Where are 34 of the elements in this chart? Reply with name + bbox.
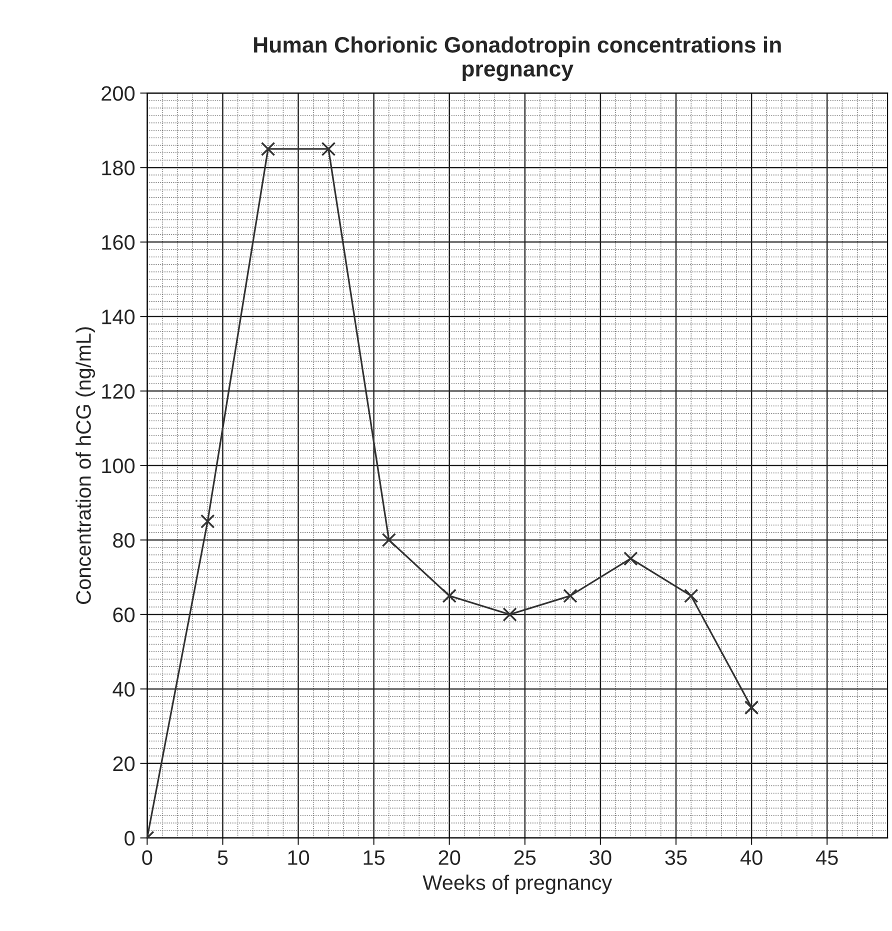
y-tick-label: 140 — [102, 310, 135, 324]
point — [321, 142, 336, 156]
point — [382, 532, 396, 548]
point — [684, 588, 698, 603]
y-tick-label: 20 — [113, 756, 135, 772]
point — [260, 142, 276, 156]
point — [442, 588, 457, 603]
chart-title: Human Chorionic Gonadotropin concentrations in pregnancy — [254, 36, 781, 82]
x-tick-label: 20 — [438, 850, 460, 866]
y-tick-label: 60 — [113, 607, 135, 622]
y-tick-label: 200 — [102, 86, 135, 101]
x-tick-label: 30 — [590, 850, 612, 866]
point — [744, 700, 759, 715]
y-tick-label: 40 — [112, 682, 135, 697]
x-tick-label: 5 — [218, 850, 228, 866]
x-tick-label: 0 — [142, 850, 152, 866]
x-axis-title: Weeks of pregnancy — [422, 874, 612, 894]
point — [563, 588, 578, 603]
x-tick-label: 10 — [288, 850, 310, 866]
y-tick-label: 0 — [124, 830, 135, 846]
point — [200, 514, 215, 529]
point — [502, 607, 517, 622]
y-tick-label: 160 — [102, 235, 135, 250]
x-tick-label: 25 — [514, 850, 536, 866]
point — [624, 551, 638, 566]
y-axis-title: Concentration of hCG (ng/mL) — [76, 327, 96, 604]
y-tick-label: 100 — [102, 458, 135, 474]
x-tick-label: 45 — [816, 850, 838, 866]
x-tick-label: 15 — [364, 850, 385, 866]
y-tick-label: 180 — [102, 160, 135, 176]
x-tick-label: 40 — [740, 850, 762, 866]
x-tick-label: 35 — [665, 850, 687, 866]
y-tick-label: 120 — [102, 384, 135, 399]
y-tick-label: 80 — [113, 532, 135, 548]
